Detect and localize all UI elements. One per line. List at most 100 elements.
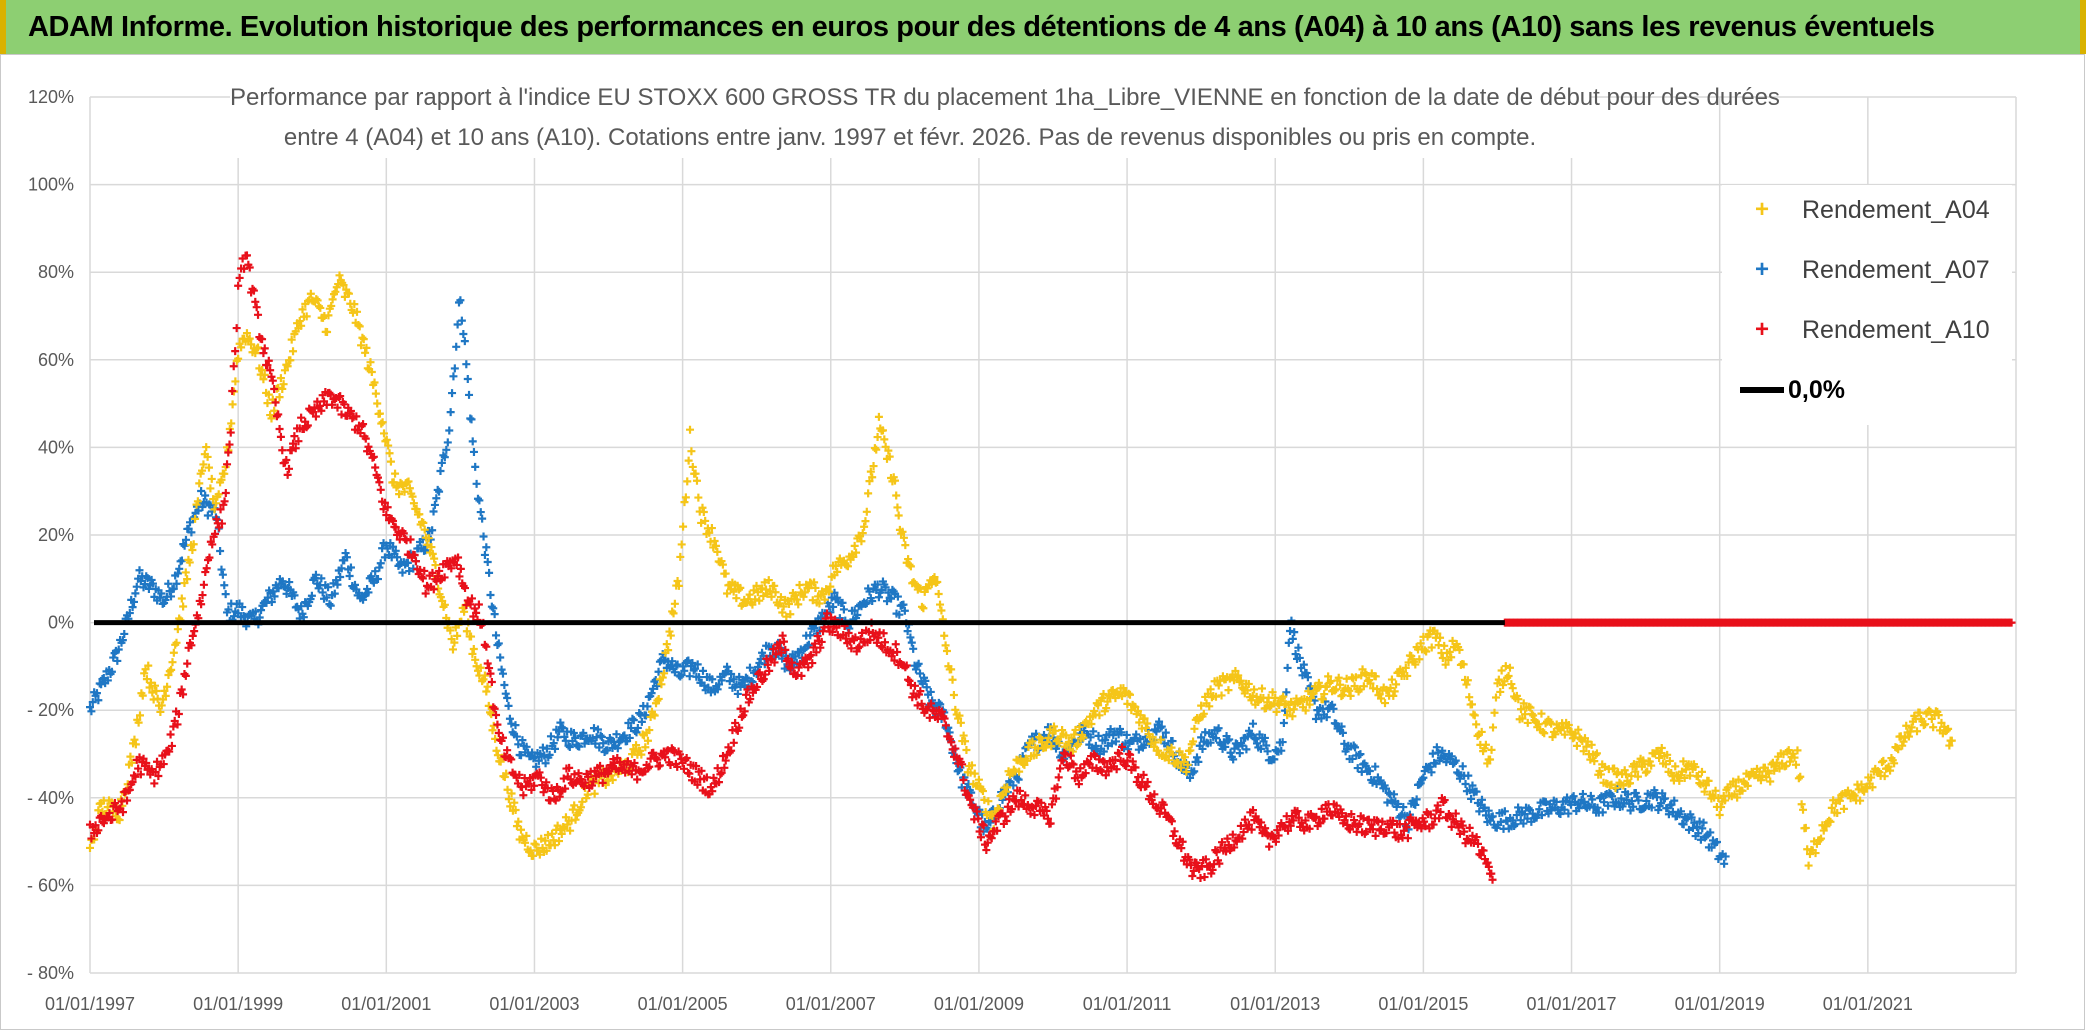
data-point — [1084, 758, 1093, 767]
data-point — [1945, 741, 1954, 750]
data-point — [1282, 688, 1291, 697]
data-point — [1076, 764, 1085, 773]
data-point — [1255, 823, 1264, 832]
data-point — [692, 761, 701, 770]
data-point — [922, 683, 931, 692]
data-point — [1301, 816, 1310, 825]
data-point — [1118, 742, 1127, 751]
data-point — [1465, 786, 1474, 795]
data-point — [479, 532, 488, 541]
data-point — [1294, 813, 1303, 822]
data-point — [142, 759, 151, 768]
data-point — [1189, 737, 1198, 746]
data-point — [328, 295, 337, 304]
data-point — [759, 592, 768, 601]
data-point — [1086, 733, 1095, 742]
data-point — [729, 587, 738, 596]
data-point — [1024, 743, 1033, 752]
title-bar: ADAM Informe. Evolution historique des p… — [0, 0, 2086, 54]
data-point — [129, 771, 138, 780]
data-point — [1474, 839, 1483, 848]
data-point — [1003, 783, 1012, 792]
legend-label-a10: Rendement_A10 — [1802, 315, 1990, 344]
data-point — [1902, 721, 1911, 730]
data-point — [514, 740, 523, 749]
data-point — [257, 606, 266, 615]
data-point — [1206, 738, 1215, 747]
data-point — [1794, 774, 1803, 783]
data-point — [1242, 745, 1251, 754]
data-point — [493, 720, 502, 729]
data-point — [1247, 825, 1256, 834]
data-point — [1521, 710, 1530, 719]
data-point — [874, 412, 883, 421]
data-point — [156, 707, 165, 716]
data-point — [1338, 728, 1347, 737]
data-point — [507, 719, 516, 728]
data-point — [1578, 790, 1587, 799]
data-point — [198, 503, 207, 512]
data-point — [1271, 837, 1280, 846]
data-point — [792, 595, 801, 604]
data-point — [1697, 767, 1706, 776]
data-point — [1031, 801, 1040, 810]
data-point — [376, 485, 385, 494]
data-point — [778, 631, 787, 640]
data-point — [504, 795, 513, 804]
data-point — [1582, 742, 1591, 751]
data-point — [1286, 626, 1295, 635]
data-point — [1529, 711, 1538, 720]
data-point — [1622, 770, 1631, 779]
data-point — [375, 409, 384, 418]
data-point — [150, 681, 159, 690]
data-point — [1246, 729, 1255, 738]
data-point — [1913, 727, 1922, 736]
data-point — [878, 426, 887, 435]
data-point — [492, 631, 501, 640]
data-point — [1337, 692, 1346, 701]
data-point — [1258, 684, 1266, 693]
data-point — [323, 327, 332, 336]
data-point — [1218, 838, 1227, 847]
data-point — [140, 580, 149, 589]
data-point — [136, 770, 145, 779]
data-point — [1015, 767, 1024, 776]
data-point — [435, 566, 444, 575]
data-point — [571, 815, 580, 824]
y-tick-label: 100% — [28, 175, 74, 195]
data-point — [1588, 795, 1597, 804]
data-point — [1236, 676, 1245, 685]
data-point — [1125, 690, 1134, 699]
data-point — [1438, 653, 1447, 662]
data-point — [906, 633, 915, 642]
data-point — [675, 750, 684, 759]
data-point — [287, 335, 296, 344]
data-point — [254, 343, 263, 352]
data-point — [109, 653, 118, 662]
data-point — [708, 675, 717, 684]
data-point — [172, 638, 181, 647]
data-point — [364, 588, 373, 597]
data-point — [1837, 791, 1846, 800]
data-point — [1211, 734, 1220, 743]
data-point — [303, 601, 312, 610]
data-point — [786, 664, 795, 673]
data-point — [694, 493, 703, 502]
data-point — [1041, 803, 1050, 812]
data-point — [494, 639, 503, 648]
data-point — [107, 667, 116, 676]
y-tick-label: - 40% — [27, 788, 74, 808]
data-point — [488, 726, 497, 735]
data-point — [975, 827, 984, 836]
data-point — [1462, 680, 1471, 689]
data-point — [418, 574, 427, 583]
data-point — [824, 587, 833, 596]
data-point — [1106, 725, 1115, 734]
data-point — [1382, 828, 1391, 837]
data-point — [354, 321, 363, 330]
data-point — [442, 445, 451, 454]
data-point — [866, 467, 875, 476]
data-point — [462, 627, 471, 636]
data-point — [235, 273, 244, 282]
data-point — [1574, 804, 1583, 813]
